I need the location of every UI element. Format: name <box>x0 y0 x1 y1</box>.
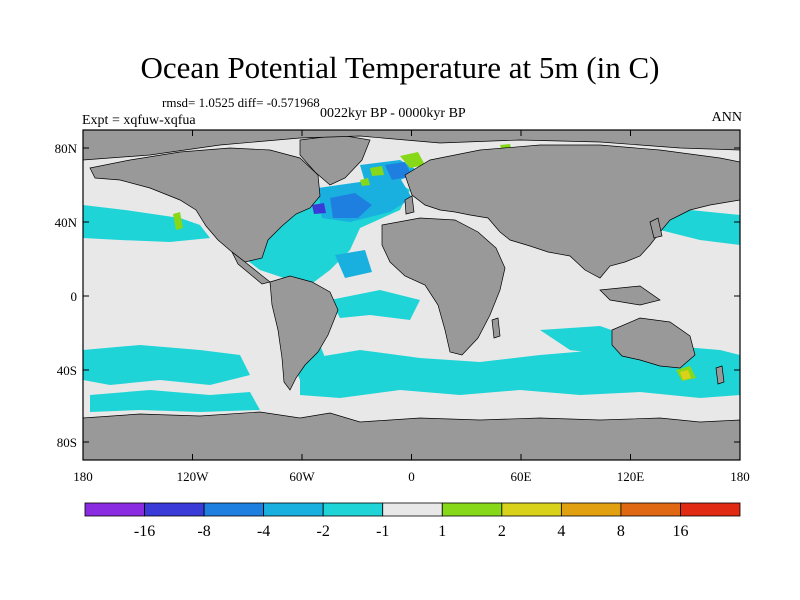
colorbar-label: -8 <box>197 523 210 540</box>
colorbar-label: 1 <box>438 523 446 540</box>
colorbar-swatch <box>620 502 681 517</box>
greenland-sea-warm-patch <box>400 152 425 168</box>
x-tick-label: 60E <box>511 469 532 484</box>
y-tick-label: 80N <box>55 141 78 156</box>
australia-landmass <box>611 317 696 369</box>
eurasia-landmass <box>404 144 740 279</box>
x-tick-label: 120E <box>617 469 645 484</box>
southern-ocean-cold-band-east <box>300 345 740 398</box>
north-america-landmass <box>89 147 321 263</box>
map-title: Ocean Potential Temperature at 5m (in C) <box>140 50 660 85</box>
x-tick-label: 120W <box>177 469 210 484</box>
africa-landmass <box>381 217 506 356</box>
y-axis: 80N 40N 0 40S 80S <box>55 141 740 450</box>
central-america-landmass <box>231 251 271 285</box>
y-tick-label: 40S <box>57 363 77 378</box>
new-zealand-landmass <box>715 365 725 385</box>
colorbar-swatch <box>680 502 741 517</box>
madagascar-landmass <box>491 317 501 339</box>
south-pacific-cold-band <box>90 390 260 412</box>
sea-ice-arctic-strip <box>83 130 740 161</box>
season-label: ANN <box>711 110 742 125</box>
colorbar-label: 4 <box>557 523 565 540</box>
x-tick-label: 180 <box>73 469 93 484</box>
southern-ocean-cold-band-west <box>83 345 250 385</box>
colorbar-swatch <box>382 502 443 517</box>
anomaly-plus2-regions <box>680 370 691 380</box>
map-plot-area <box>83 130 740 460</box>
colorbar-swatch <box>84 502 145 517</box>
colorbar-label: 8 <box>617 523 625 540</box>
colorbar-swatch <box>322 502 384 517</box>
colorbar-label: 16 <box>672 523 688 540</box>
colorbar-swatch <box>263 502 324 517</box>
north-atlantic-strong-cold-core <box>330 193 372 218</box>
anomaly-plus1-regions <box>173 144 696 381</box>
colorbar-label: -2 <box>317 523 330 540</box>
japan-landmass <box>649 217 663 239</box>
antarctica-landmass <box>83 411 740 460</box>
colorbar-swatch <box>560 502 622 517</box>
south-america-landmass <box>269 275 339 391</box>
x-axis: 180 120W 60W 0 60E 120E 180 <box>73 130 750 484</box>
gulf-stream-extreme-cold-patch <box>312 203 326 214</box>
colorbar-swatch <box>203 502 265 517</box>
colorbar-swatch <box>144 502 205 517</box>
y-tick-label: 0 <box>71 289 78 304</box>
north-pacific-cold-band <box>83 205 210 242</box>
land-masses <box>83 130 740 460</box>
hudson-bay-warm-patch <box>360 178 370 186</box>
east-australia-strong-warm-patch <box>680 370 691 380</box>
x-tick-label: 180 <box>730 469 750 484</box>
colorbar-label: 2 <box>498 523 506 540</box>
period-label: 0022kyr BP - 0000kyr BP <box>320 106 466 121</box>
colorbar: -16 -8 -4 -2 -1 1 2 4 8 16 <box>84 502 741 540</box>
south-atlantic-cold-band <box>330 290 420 320</box>
indonesia-landmass <box>599 285 661 306</box>
equatorial-atlantic-colder-patch <box>335 250 372 278</box>
colorbar-label: -16 <box>134 523 155 540</box>
x-tick-label: 0 <box>408 469 415 484</box>
x-tick-label: 60W <box>289 469 315 484</box>
colorbar-swatch <box>501 502 562 517</box>
experiment-label: Expt = xqfuw-xqfua <box>82 113 196 128</box>
colorbar-label: -1 <box>376 523 389 540</box>
colorbar-swatch <box>441 502 503 517</box>
barents-sea-warm-patch <box>370 166 384 176</box>
y-tick-label: 80S <box>57 435 77 450</box>
north-pacific-warm-patch <box>173 212 183 230</box>
colorbar-label: -4 <box>257 523 270 540</box>
anomaly-minus8-regions <box>312 203 326 214</box>
y-tick-label: 40N <box>55 215 78 230</box>
stats-text: rmsd= 1.0525 diff= -0.571968 <box>162 95 320 110</box>
uk-landmass <box>404 195 415 215</box>
